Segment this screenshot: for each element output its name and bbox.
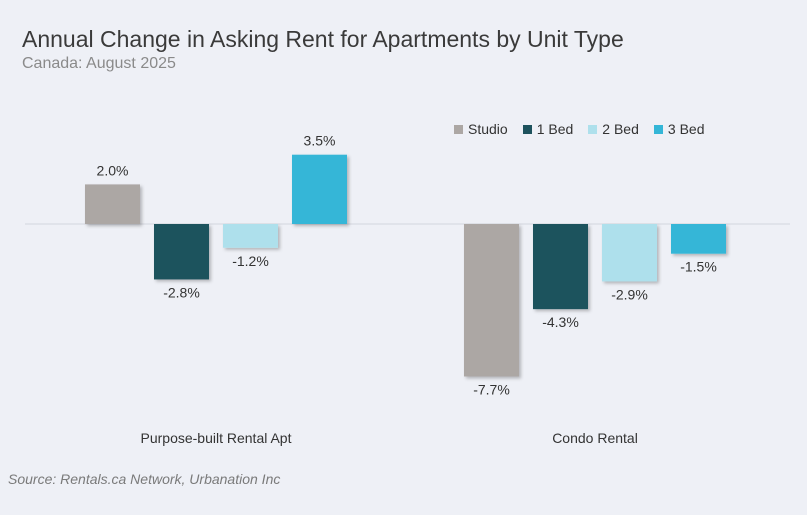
legend-swatch-1-bed [522, 124, 532, 134]
bar-studio-group-1 [464, 224, 519, 377]
data-label-2-bed-group-1: -2.9% [611, 286, 648, 302]
data-label-2-bed-group-0: -1.2% [232, 253, 269, 269]
legend-label-3-bed: 3 Bed [667, 121, 705, 137]
data-label-1-bed-group-0: -2.8% [163, 284, 200, 300]
legend-label-2-bed: 2 Bed [602, 121, 639, 137]
legend-item-3-bed: 3 Bed [653, 121, 705, 137]
chart-title: Annual Change in Asking Rent for Apartme… [22, 26, 624, 52]
legend-swatch-3-bed [653, 124, 663, 134]
data-label-studio-group-1: -7.7% [473, 381, 510, 397]
bar-1-bed-group-1 [533, 224, 588, 310]
chart-legend: Studio 1 Bed 2 Bed 3 Bed [454, 121, 704, 137]
bar-2-bed-group-0 [223, 224, 278, 248]
bar-2-bed-group-1 [602, 224, 657, 282]
bar-studio-group-0 [85, 184, 140, 224]
chart-subtitle: Canada: August 2025 [22, 55, 176, 72]
source-note: Source: Rentals.ca Network, Urbanation I… [8, 471, 281, 487]
data-label-3-bed-group-1: -1.5% [680, 259, 717, 275]
category-label-0: Purpose-built Rental Apt [141, 430, 292, 446]
data-label-studio-group-0: 2.0% [97, 162, 129, 178]
bar-3-bed-group-1 [671, 224, 726, 254]
category-label-1: Condo Rental [552, 430, 638, 446]
legend-item-1-bed: 1 Bed [522, 121, 574, 137]
legend-swatch-2-bed [588, 124, 598, 134]
legend-swatch-studio [454, 124, 463, 134]
legend-label-studio: Studio [468, 121, 508, 137]
bar-1-bed-group-0 [154, 224, 209, 280]
legend-label-1-bed: 1 Bed [536, 121, 574, 137]
legend-item-2-bed: 2 Bed [588, 121, 639, 137]
data-label-1-bed-group-1: -4.3% [542, 314, 579, 330]
bar-3-bed-group-0 [292, 154, 347, 224]
legend-item-studio: Studio [454, 121, 508, 137]
data-label-3-bed-group-0: 3.5% [304, 133, 336, 149]
